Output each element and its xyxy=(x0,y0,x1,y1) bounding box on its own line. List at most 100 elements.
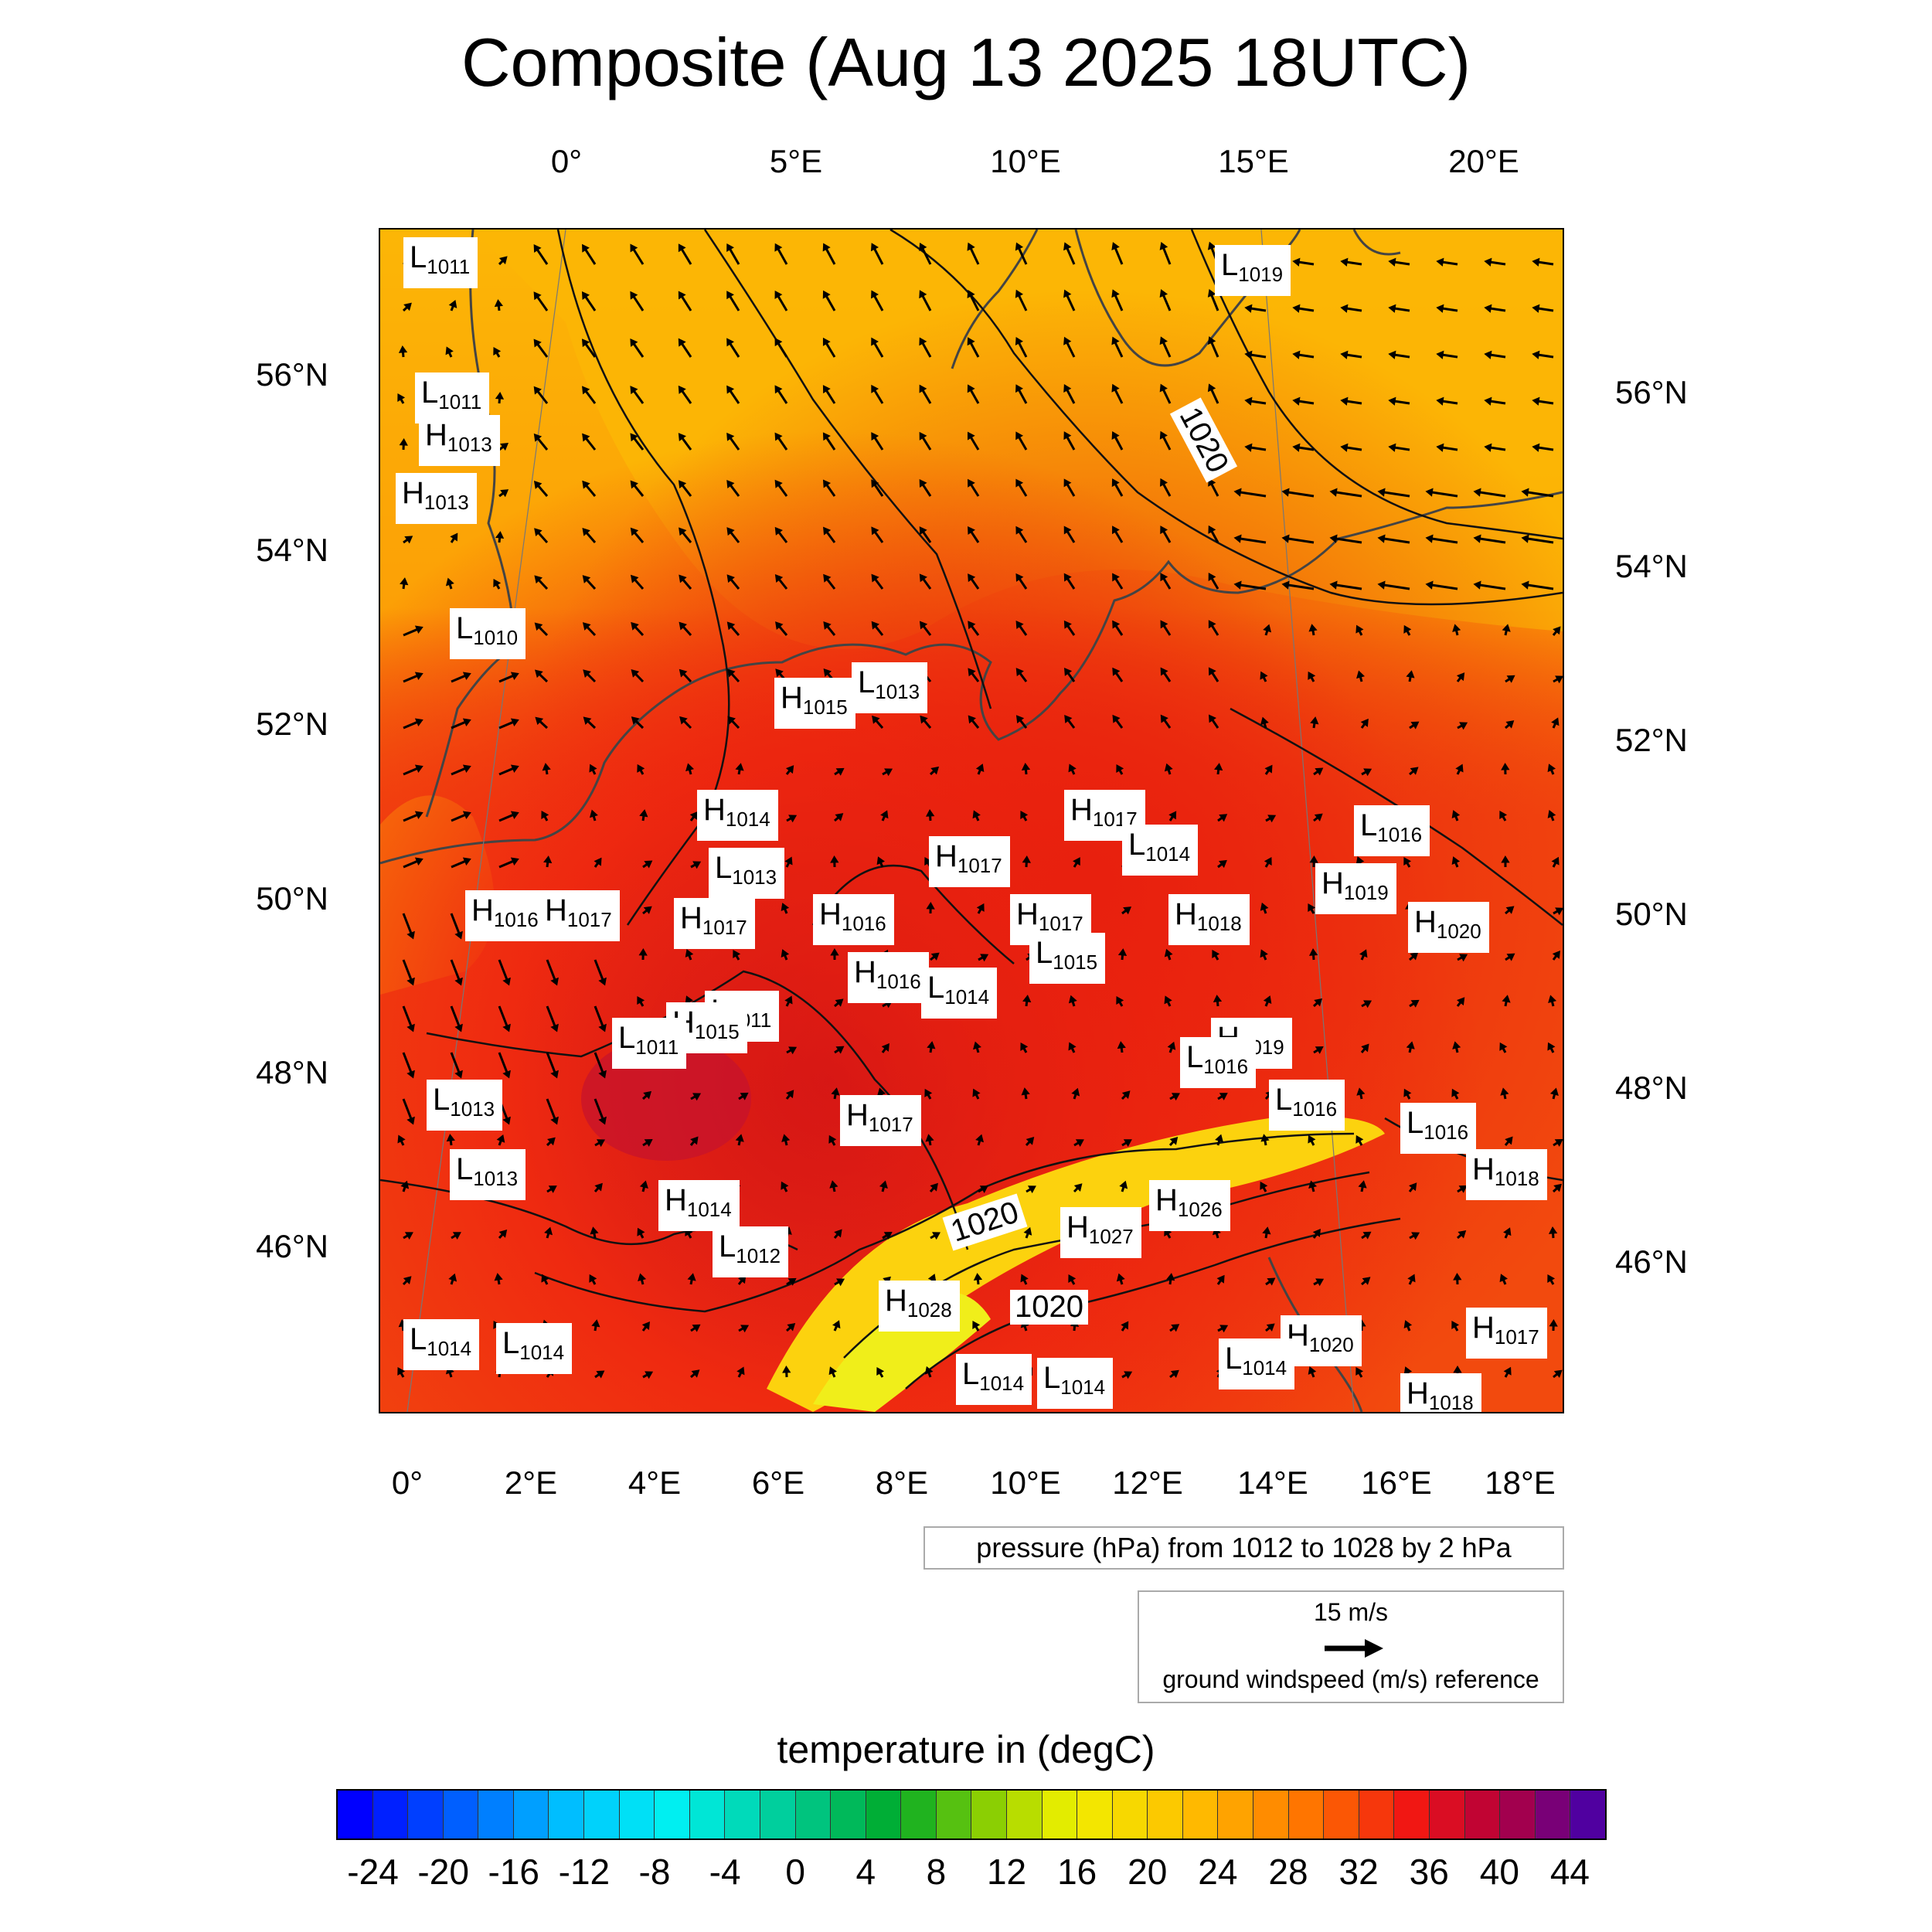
wind-arrow-head xyxy=(784,856,793,866)
wind-arrow-head xyxy=(726,621,736,631)
colorbar-tick-label: -4 xyxy=(709,1852,741,1892)
colorbar-segment xyxy=(1288,1791,1325,1838)
wind-arrow-head xyxy=(631,621,639,631)
wind-arrow-head xyxy=(1388,350,1396,359)
wind-arrow-head xyxy=(1015,478,1024,488)
wind-arrow-head xyxy=(1548,1226,1558,1234)
wind-arrow-head xyxy=(1502,995,1511,1003)
colorbar-segment xyxy=(831,1791,866,1838)
wind-arrow-head xyxy=(498,256,508,265)
wind-arrow-head xyxy=(631,669,640,678)
wind-arrow-head xyxy=(645,1371,654,1379)
wind-arrow-head xyxy=(1020,811,1029,820)
wind-arrow-head xyxy=(644,860,653,869)
wind-arrow xyxy=(920,388,932,404)
wind-arrow-head xyxy=(1355,1367,1364,1376)
pressure-center-value: 1011 xyxy=(635,1036,679,1059)
wind-arrow-head xyxy=(735,763,744,771)
wind-arrow-head xyxy=(822,432,831,441)
wind-arrow xyxy=(594,1098,605,1121)
wind-arrow-head xyxy=(967,242,975,251)
pressure-center-value: 1017 xyxy=(957,854,1002,877)
wind-arrow xyxy=(1238,537,1267,544)
wind-arrow xyxy=(1209,340,1219,358)
wind-arrow-head xyxy=(1159,241,1168,250)
wind-arrow xyxy=(1249,353,1267,359)
wind-arrow-head xyxy=(547,1137,556,1146)
pressure-center-type: H xyxy=(1155,1183,1178,1217)
wind-arrow-head xyxy=(495,531,505,539)
wind-arrow-head xyxy=(823,621,832,630)
wind-arrow-head xyxy=(533,338,542,348)
wind-arrow-head xyxy=(1063,431,1072,440)
right-latitude-tick: 46°N xyxy=(1615,1243,1688,1280)
wind-arrow-head xyxy=(1425,488,1434,497)
pressure-center-type: L xyxy=(1225,1342,1243,1376)
wind-arrow xyxy=(1440,353,1458,359)
wind-arrow-head xyxy=(1340,396,1349,406)
wind-arrow-head xyxy=(1026,1137,1035,1145)
colorbar-segment xyxy=(1006,1791,1043,1838)
wind-arrow-head xyxy=(1551,856,1560,866)
wind-arrow-head xyxy=(1073,1183,1083,1192)
wind-arrow-head xyxy=(871,432,879,441)
wind-arrow-head xyxy=(679,621,688,631)
wind-arrow-head xyxy=(1501,763,1510,770)
low-pressure-label: L1013 xyxy=(450,1149,526,1200)
wind-arrow-head xyxy=(1123,906,1132,915)
wind-arrow-head xyxy=(643,1090,652,1100)
wind-arrow-head xyxy=(884,768,893,777)
wind-arrow-head xyxy=(1123,1139,1132,1148)
wind-arrow xyxy=(1065,293,1076,311)
wind-arrow-head xyxy=(630,433,638,442)
wind-arrow-head xyxy=(968,526,975,535)
wind-arrow-head xyxy=(781,949,790,958)
wind-arrow-head xyxy=(1233,488,1242,497)
wind-arrow-head xyxy=(630,480,638,489)
wind-arrow-head xyxy=(1547,1274,1556,1284)
wind-arrow-head xyxy=(630,291,638,300)
wind-arrow-head xyxy=(1208,573,1216,582)
wind-arrow xyxy=(631,342,645,358)
high-pressure-label: H1026 xyxy=(1149,1180,1230,1231)
wind-arrow-head xyxy=(1436,350,1444,359)
wind-arrow-head xyxy=(462,857,471,866)
wind-arrow xyxy=(1113,387,1124,404)
pressure-center-type: H xyxy=(1472,1152,1495,1186)
wind-arrow xyxy=(1440,260,1458,266)
wind-arrow xyxy=(1536,400,1554,405)
wind-arrow xyxy=(1017,434,1028,451)
wind-arrow-head xyxy=(1308,903,1316,913)
wind-arrow-head xyxy=(1159,336,1168,345)
wind-arrow xyxy=(1345,400,1362,405)
wind-arrow-head xyxy=(924,857,933,866)
wind-arrow-head xyxy=(598,1070,607,1079)
wind-arrow-head xyxy=(637,996,645,1005)
wind-arrow-head xyxy=(972,1321,981,1330)
wind-arrow-head xyxy=(496,1134,505,1143)
wind-arrow-head xyxy=(1547,1042,1556,1051)
colorbar-segment xyxy=(1570,1791,1605,1838)
wind-arrow xyxy=(1345,446,1362,451)
wind-arrow xyxy=(594,1005,605,1029)
right-latitude-tick: 52°N xyxy=(1615,722,1688,758)
wind-arrow-head xyxy=(454,930,463,940)
wind-arrow-head xyxy=(1159,430,1168,440)
wind-arrow-head xyxy=(834,1229,842,1238)
wind-arrow-head xyxy=(926,902,935,910)
pressure-center-value: 1013 xyxy=(473,1167,519,1190)
colorbar-tick-label: 16 xyxy=(1057,1852,1097,1892)
low-pressure-label: L1013 xyxy=(709,848,785,899)
bottom-longitude-tick: 10°E xyxy=(990,1464,1061,1501)
colorbar-segment xyxy=(513,1791,549,1838)
wind-arrow-head xyxy=(1292,443,1301,452)
wind-arrow-head xyxy=(1260,949,1268,958)
wind-arrow-head xyxy=(1549,1319,1558,1327)
bottom-longitude-tick: 18°E xyxy=(1485,1464,1556,1501)
wind-arrow-head xyxy=(582,386,590,395)
wind-arrow-head xyxy=(976,903,985,912)
wind-arrow-head xyxy=(498,1229,508,1238)
wind-arrow-head xyxy=(1015,573,1024,582)
wind-arrow-head xyxy=(1329,534,1338,543)
wind-arrow-head xyxy=(1020,1042,1029,1051)
